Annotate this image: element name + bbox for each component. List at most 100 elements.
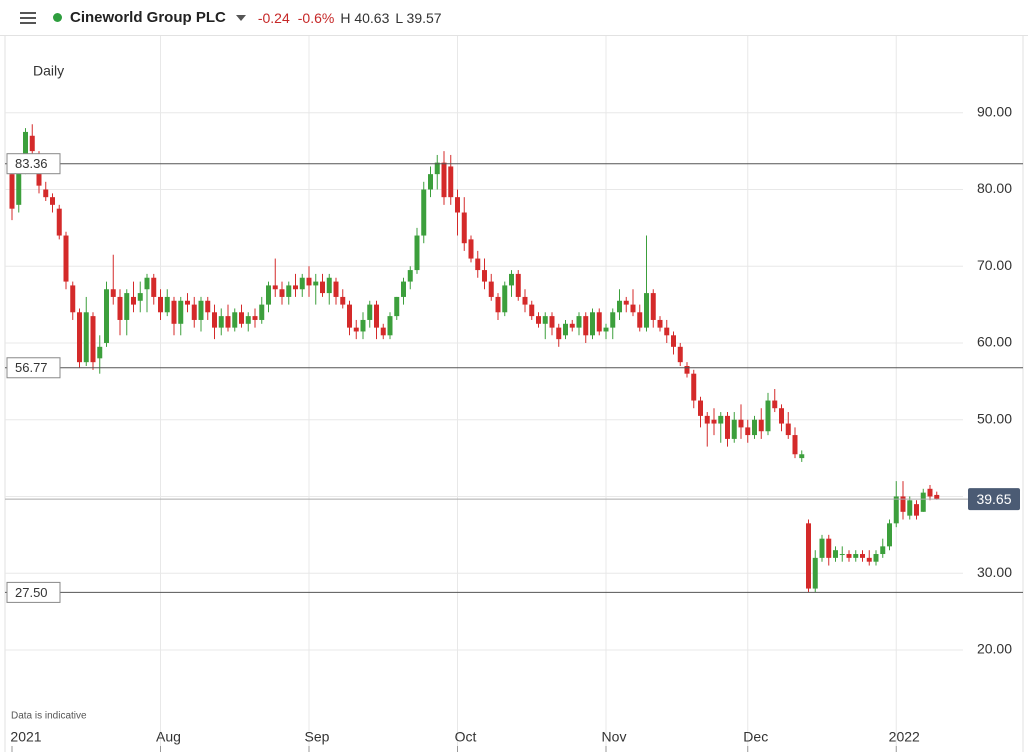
y-tick-label: 50.00 xyxy=(977,410,1012,426)
candle-body xyxy=(873,554,879,562)
x-tick-label: Dec xyxy=(743,729,768,745)
candle-body xyxy=(671,335,676,347)
candle-body xyxy=(569,323,575,328)
y-tick-label: 20.00 xyxy=(977,641,1012,657)
candle-body xyxy=(819,538,825,558)
candle-body xyxy=(347,304,352,328)
candle-body xyxy=(576,316,582,328)
candle-body xyxy=(232,312,238,328)
candle-body xyxy=(711,419,717,424)
candle-body xyxy=(644,293,649,328)
candle-body xyxy=(83,312,89,363)
candle-body xyxy=(799,454,805,459)
note: Data is indicative xyxy=(11,711,87,722)
candle-body xyxy=(515,273,521,297)
candle-body xyxy=(218,316,224,328)
dropdown-caret[interactable] xyxy=(235,14,246,21)
menu-button[interactable] xyxy=(20,9,36,27)
candle-body xyxy=(9,174,15,209)
candle-body xyxy=(455,197,460,213)
candle-body xyxy=(185,300,190,305)
candle-body xyxy=(630,304,636,313)
candle-body xyxy=(367,304,373,320)
y-tick-label: 80.00 xyxy=(977,180,1012,196)
candle-body xyxy=(434,162,440,175)
candle-body xyxy=(387,316,393,336)
candle-body xyxy=(495,296,501,313)
candle-body xyxy=(16,162,22,205)
candle-body xyxy=(441,162,447,198)
candle-body xyxy=(718,415,724,424)
candle-body xyxy=(266,285,271,305)
candle-body xyxy=(70,285,76,313)
change-pct: -0.6% xyxy=(297,9,335,26)
candle-body xyxy=(252,316,258,320)
candle-body xyxy=(536,316,541,324)
candle-body xyxy=(178,300,184,324)
level-label-box xyxy=(6,357,61,379)
candle-body xyxy=(596,312,602,332)
header: Cineworld Group PLC -0.24 -0.6% H 40.63 … xyxy=(0,0,1028,36)
candle-body xyxy=(677,346,683,363)
low: L 39.57 xyxy=(395,9,442,26)
candle-body xyxy=(792,435,798,455)
candle-body xyxy=(887,523,892,547)
candle-body xyxy=(225,316,231,328)
candle-body xyxy=(623,300,629,305)
y-tick-label: 30.00 xyxy=(977,564,1012,580)
candle-body xyxy=(421,189,427,236)
candle-body xyxy=(110,289,116,297)
x-tick-label: Nov xyxy=(602,729,627,745)
candle-body xyxy=(752,419,757,436)
candle-body xyxy=(542,316,548,324)
candle-body xyxy=(927,488,933,497)
candle-body xyxy=(461,212,467,244)
candle-body xyxy=(738,419,744,428)
candle-body xyxy=(684,366,690,374)
candle-body xyxy=(407,270,413,282)
candle-body xyxy=(893,496,899,524)
candle-body xyxy=(353,327,359,332)
candle-body xyxy=(374,304,379,328)
candle-body xyxy=(765,400,771,432)
candle-body xyxy=(56,208,62,236)
high: H 40.63 xyxy=(340,9,390,26)
candle-body xyxy=(245,316,251,324)
candle-body xyxy=(198,300,204,320)
candle-body xyxy=(77,312,82,363)
candle-body xyxy=(846,554,852,558)
y-tick-label: 60.00 xyxy=(977,334,1012,350)
candle-body xyxy=(158,296,163,313)
candle-body xyxy=(934,494,940,500)
candle-body xyxy=(164,296,170,313)
candle-body xyxy=(549,316,555,328)
candle-body xyxy=(866,557,872,562)
candle-body xyxy=(860,554,865,558)
candle-body xyxy=(90,316,96,363)
candle-body xyxy=(191,304,197,320)
candle-body xyxy=(286,285,292,297)
candle-body xyxy=(380,327,386,336)
candle-body xyxy=(725,415,730,439)
candle-body xyxy=(826,538,832,558)
candle-body xyxy=(414,235,420,271)
candle-body xyxy=(448,166,454,198)
candle-body xyxy=(698,400,703,416)
candle-body xyxy=(205,300,211,313)
candle-body xyxy=(583,316,589,336)
x-tick-label: Oct xyxy=(455,729,477,745)
instrument-title[interactable]: Cineworld Group PLC xyxy=(70,9,226,26)
candle-body xyxy=(502,285,508,313)
candle-body xyxy=(299,277,305,290)
candle-body xyxy=(731,419,737,439)
candle-body xyxy=(590,312,595,336)
candle-body xyxy=(117,296,123,320)
candle-body xyxy=(326,277,332,294)
candle-body xyxy=(279,289,285,297)
level-label: 56.77 xyxy=(15,360,48,375)
candle-body xyxy=(43,189,49,198)
candle-body xyxy=(212,312,217,328)
candle-body xyxy=(468,239,474,259)
candle-body xyxy=(475,258,481,271)
